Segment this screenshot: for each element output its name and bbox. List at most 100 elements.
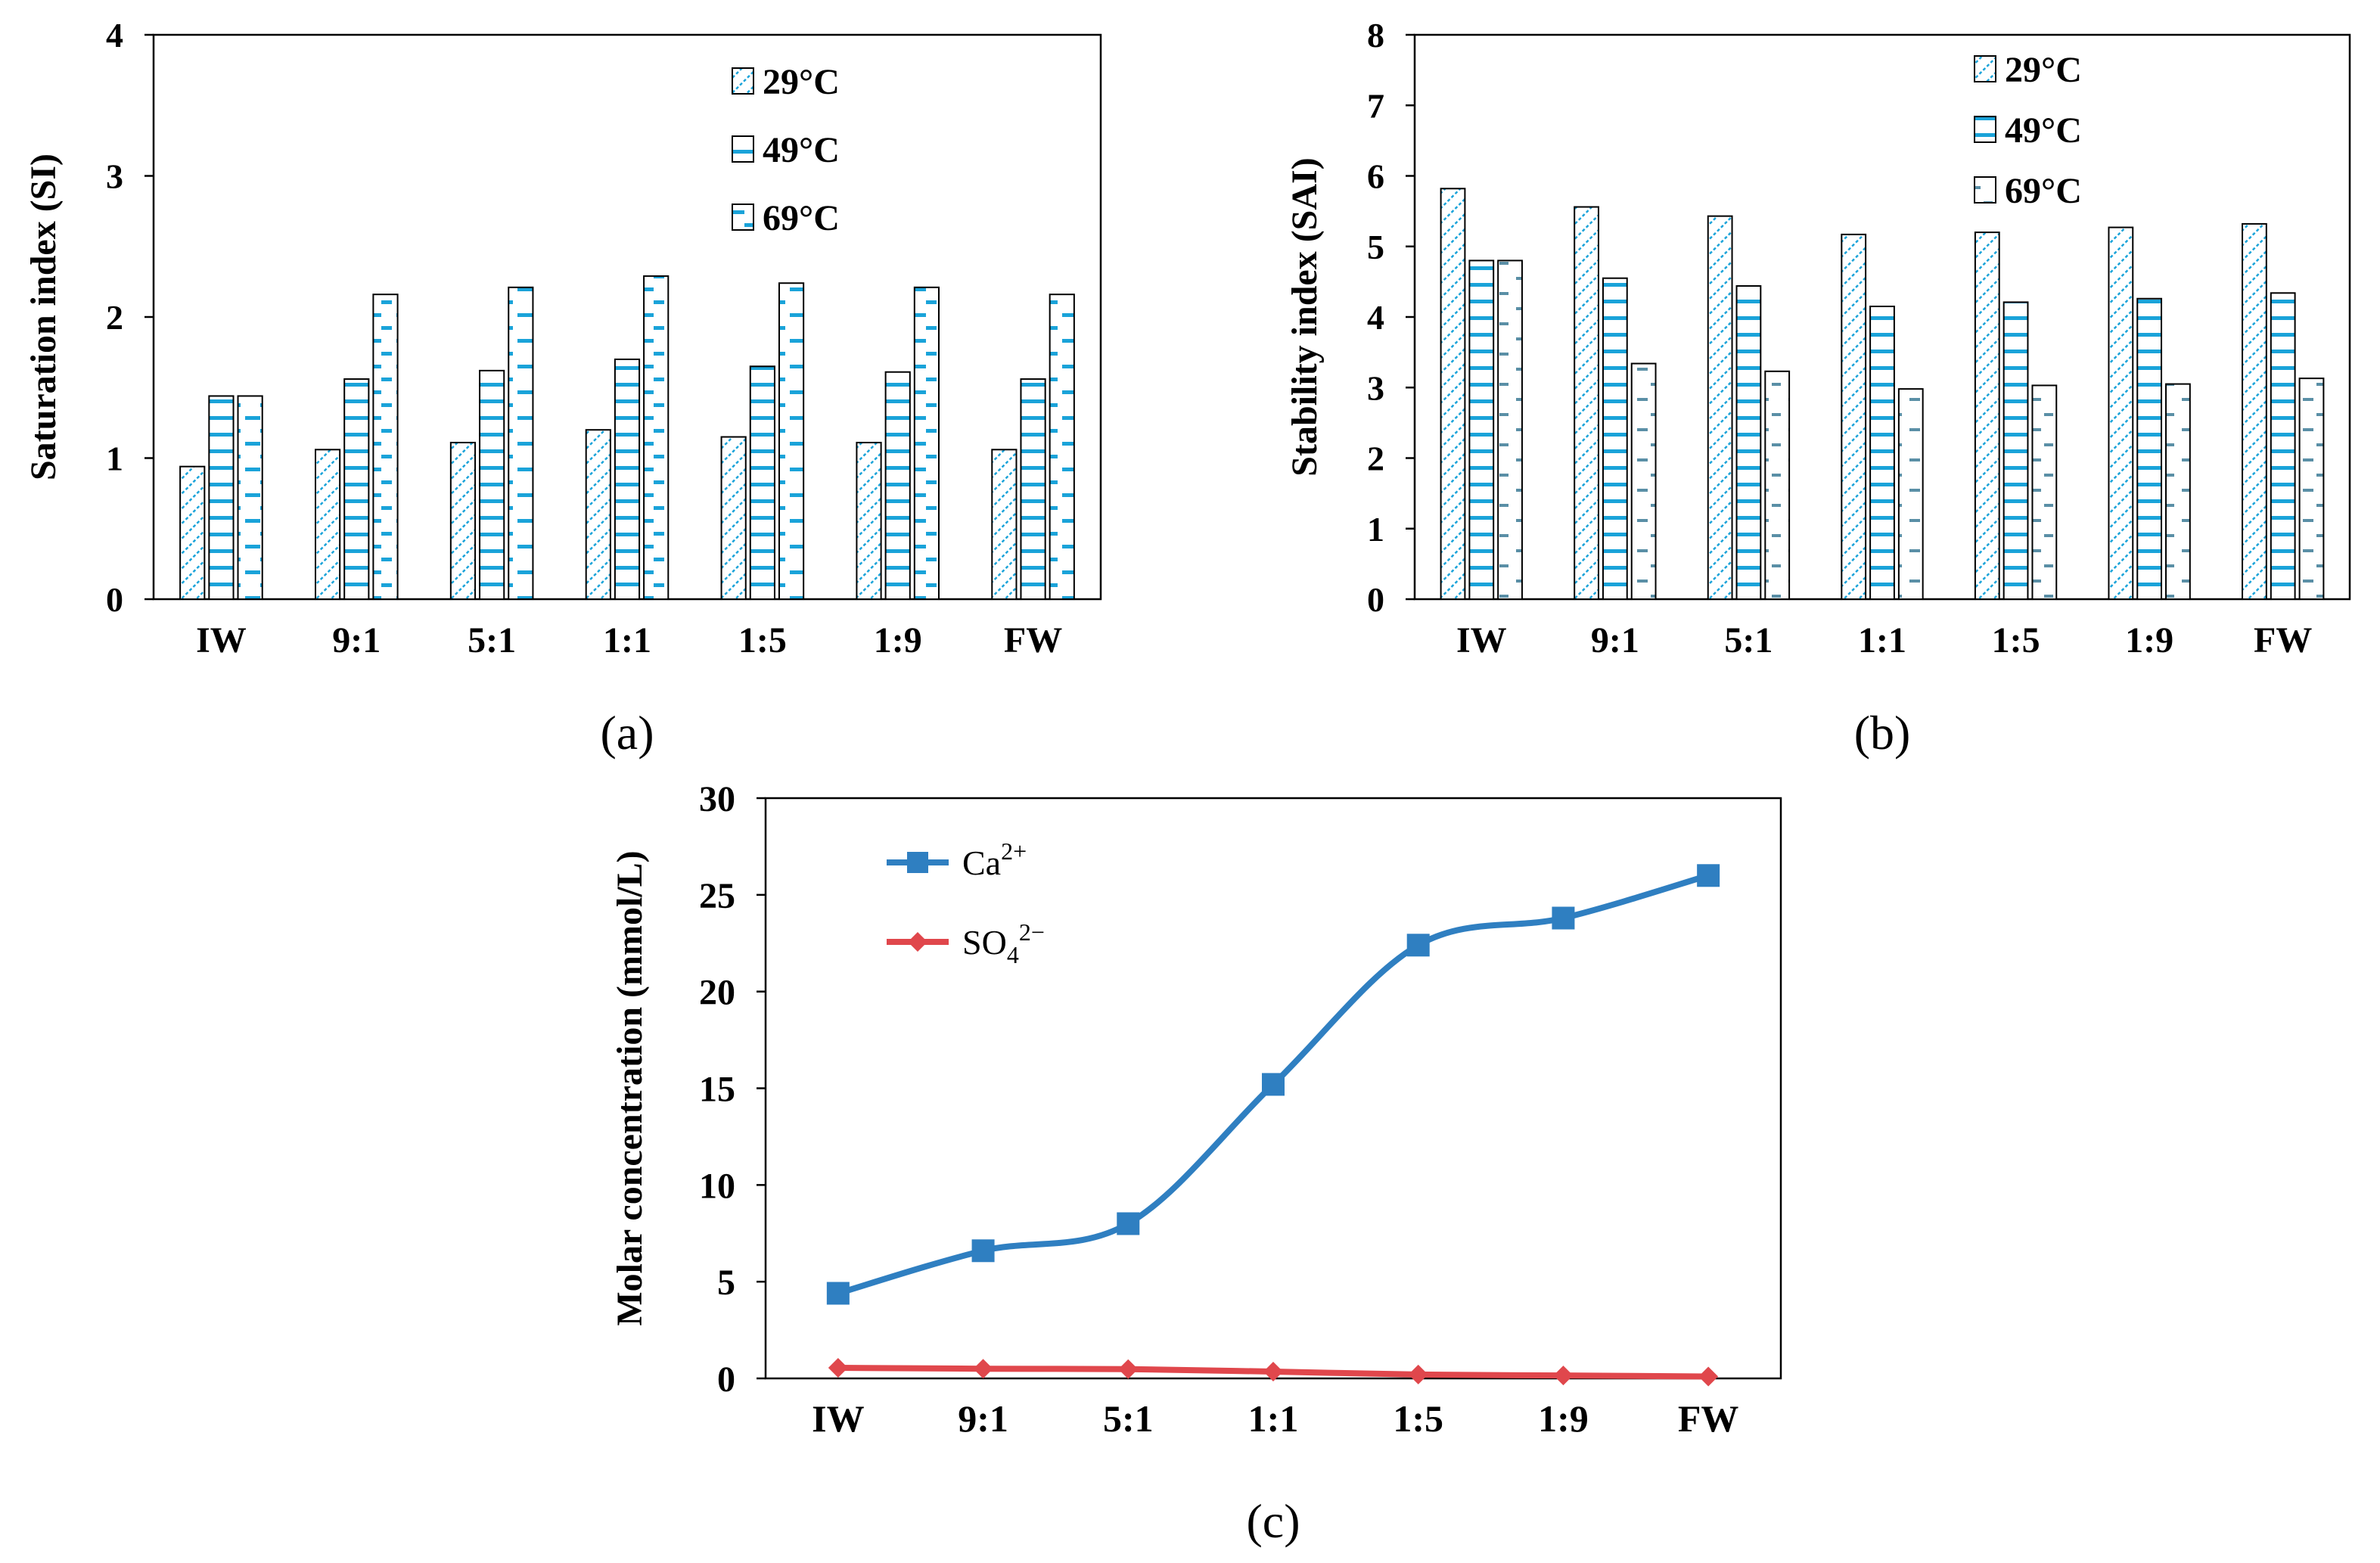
legend-label: SO42− — [962, 918, 1045, 968]
panel-caption: (b) — [1854, 706, 1911, 760]
bar-29c-1-1 — [585, 429, 611, 601]
legend-label: 29°C — [2005, 50, 2082, 90]
point-so-1-9 — [1553, 1366, 1574, 1386]
legend-marker — [908, 932, 927, 952]
x-tick-label: 9:1 — [958, 1397, 1008, 1440]
y-tick-label: 30 — [699, 779, 735, 819]
point-ca-5-1 — [1117, 1212, 1140, 1235]
y-tick-label: 0 — [1367, 580, 1384, 619]
chart-panel-a: 0 1 2 3 4 IW 9:1 5:1 1:1 1:5 1:9 FW Saturation index… — [23, 16, 1102, 760]
bar-69c-5-1 — [508, 286, 534, 600]
bar-29c-9-1 — [1574, 206, 1599, 600]
chart-panel-b: 0 1 2 3 4 5 6 7 8 IW 9:1 5:1 1:1 1:5 1:9 FW Stability in… — [1285, 16, 2351, 760]
bar-49c-9-1 — [343, 378, 370, 600]
bar-69c-9-1 — [372, 294, 399, 600]
bar-29c-5-1 — [449, 441, 477, 600]
y-tick-label: 0 — [106, 580, 123, 619]
bar-69c-1-5 — [2031, 384, 2058, 600]
point-ca-IW — [826, 1282, 850, 1305]
legend-swatch — [732, 67, 754, 95]
y-tick-label: 3 — [106, 157, 123, 196]
x-tick-label: FW — [1678, 1397, 1739, 1440]
legend-label: 69°C — [2005, 171, 2082, 211]
y-tick-label: 25 — [699, 876, 735, 916]
y-tick-label: 8 — [1367, 16, 1384, 54]
bar-69c-FW — [2298, 378, 2325, 600]
bar-49c-1-5 — [749, 365, 775, 600]
x-tick-label: 1:5 — [1992, 620, 2040, 660]
point-so-IW — [828, 1357, 848, 1378]
y-tick-label: 7 — [1367, 86, 1384, 125]
x-tick-label: IW — [812, 1397, 864, 1440]
legend-swatch — [1974, 55, 1996, 82]
point-so-FW — [1698, 1366, 1719, 1387]
bar-49c-5-1 — [1735, 284, 1762, 600]
point-ca-9-1 — [971, 1239, 995, 1263]
y-tick-label: 1 — [1367, 510, 1384, 548]
point-so-1-1 — [1263, 1362, 1283, 1382]
y-tick-label: 5 — [1367, 228, 1384, 266]
y-tick-label: 2 — [1367, 440, 1384, 478]
point-ca-1-9 — [1552, 906, 1575, 930]
bar-49c-1-1 — [614, 358, 641, 600]
bar-29c-1-5 — [720, 436, 747, 601]
bar-49c-FW — [1020, 378, 1046, 600]
bar-49c-1-9 — [884, 371, 911, 600]
bar-29c-1-1 — [1841, 233, 1867, 600]
legend-label: 29°C — [763, 62, 840, 102]
legend-swatch — [1974, 116, 1996, 143]
bar-29c-IW — [1440, 188, 1466, 601]
x-tick-label: IW — [1456, 620, 1507, 660]
bar-69c-FW — [1049, 294, 1075, 600]
y-tick-label: 5 — [717, 1263, 735, 1303]
chart-panel-c: 0 5 10 15 20 25 30 IW 9:1 5:1 1:1 1:5 1:9 FW Ca2+ SO42−… — [610, 779, 1782, 1548]
x-tick-label: 1:1 — [603, 620, 651, 660]
bar-69c-9-1 — [1630, 362, 1657, 600]
bar-49c-1-9 — [2136, 297, 2163, 600]
bar-69c-1-1 — [643, 275, 670, 600]
point-ca-1-5 — [1406, 934, 1430, 957]
bar-69c-1-9 — [913, 286, 940, 600]
y-tick-label: 3 — [1367, 368, 1384, 407]
x-tick-label: 1:1 — [1858, 620, 1906, 660]
x-tick-label: 1:5 — [1393, 1397, 1443, 1440]
bar-69c-IW — [237, 395, 263, 600]
x-tick-label: 5:1 — [468, 620, 516, 660]
x-tick-label: 9:1 — [332, 620, 381, 660]
legend-label: 49°C — [2005, 110, 2082, 151]
legend-label: Ca2+ — [962, 837, 1027, 882]
bar-49c-9-1 — [1602, 277, 1628, 600]
y-tick-label: 10 — [699, 1166, 735, 1206]
bar-29c-5-1 — [1707, 215, 1733, 600]
x-tick-label: 9:1 — [1591, 620, 1639, 660]
point-so-1-5 — [1408, 1364, 1428, 1384]
x-tick-label: FW — [2254, 620, 2312, 660]
x-tick-label: 1:1 — [1248, 1397, 1299, 1440]
y-tick-label: 0 — [717, 1359, 735, 1400]
bar-29c-1-5 — [1974, 231, 2000, 600]
y-tick-label: 2 — [106, 298, 123, 337]
bar-29c-9-1 — [314, 449, 341, 600]
bar-49c-1-1 — [1869, 306, 1895, 600]
bar-69c-5-1 — [1764, 370, 1791, 600]
bar-49c-IW — [1468, 259, 1495, 600]
bar-29c-IW — [179, 465, 206, 600]
legend-swatch — [1974, 176, 1996, 204]
point-so-5-1 — [1118, 1359, 1139, 1379]
y-tick-label: 4 — [106, 16, 123, 54]
x-tick-label: 1:9 — [1538, 1397, 1589, 1440]
y-tick-label: 6 — [1367, 157, 1384, 196]
bar-69c-IW — [1497, 259, 1523, 600]
x-tick-label: 1:9 — [874, 620, 922, 660]
legend-marker — [907, 852, 928, 873]
y-axis-label: Stability index (SAI) — [1285, 157, 1325, 476]
legend-label: 69°C — [763, 198, 840, 238]
y-tick-label: 1 — [106, 440, 123, 478]
panel-caption: (a) — [600, 706, 654, 760]
legend-swatch — [732, 135, 754, 163]
panel-caption: (c) — [1246, 1494, 1300, 1548]
bar-29c-FW — [2242, 222, 2267, 600]
bar-69c-1-1 — [1897, 388, 1924, 600]
y-tick-label: 4 — [1367, 298, 1384, 337]
